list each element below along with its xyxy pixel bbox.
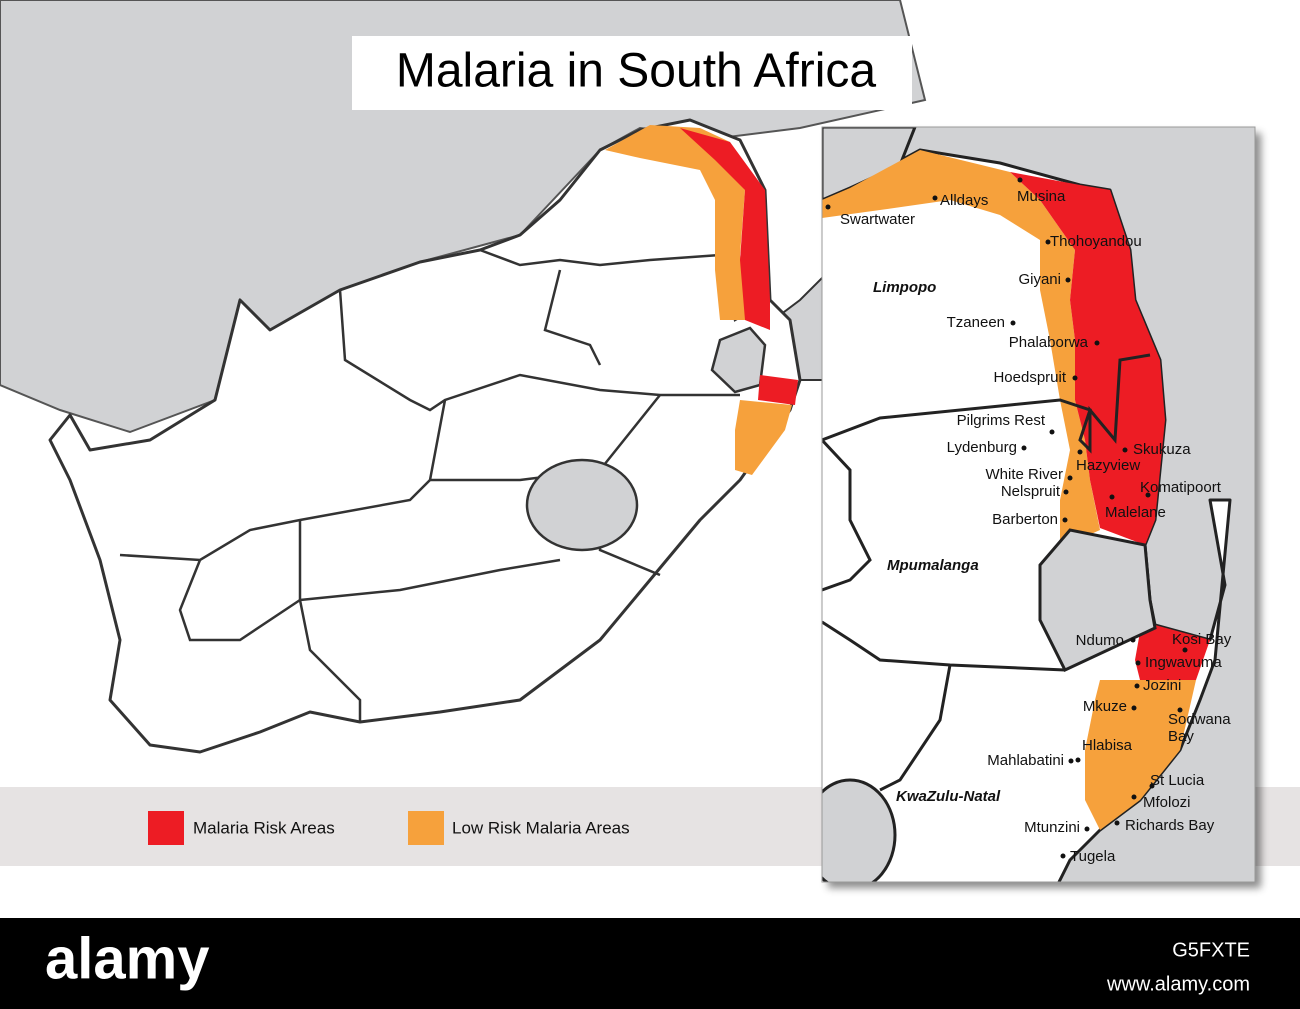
town-dot bbox=[1134, 683, 1140, 689]
town-label: Ndumo bbox=[1076, 632, 1124, 649]
town-label: Malelane bbox=[1105, 504, 1166, 521]
legend-swatch bbox=[148, 811, 184, 845]
town-dot bbox=[1068, 758, 1074, 764]
town-dot bbox=[1130, 637, 1136, 643]
province-label: Mpumalanga bbox=[887, 557, 979, 574]
town-dot bbox=[1131, 705, 1137, 711]
town-label: Swartwater bbox=[840, 211, 915, 228]
low-risk-area bbox=[1085, 680, 1196, 830]
town-label: Komatipoort bbox=[1140, 479, 1222, 496]
town-dot bbox=[1094, 340, 1100, 346]
town-label: Thohoyandou bbox=[1050, 233, 1142, 250]
legend-label: Malaria Risk Areas bbox=[193, 818, 335, 837]
town-label: Lydenburg bbox=[947, 439, 1017, 456]
inset-lesotho bbox=[822, 778, 897, 882]
town-label: Phalaborwa bbox=[1009, 334, 1089, 351]
town-label: Barberton bbox=[992, 511, 1058, 528]
low-risk-area bbox=[605, 125, 750, 320]
legend: Malaria Risk Areas Low Risk Malaria Areas bbox=[148, 811, 630, 845]
town-dot bbox=[1072, 375, 1078, 381]
town-dot bbox=[1084, 826, 1090, 832]
malaria-risk-area bbox=[758, 375, 798, 405]
town-label: Ingwavuma bbox=[1145, 654, 1222, 671]
town-dot bbox=[1135, 660, 1141, 666]
malaria-risk-area bbox=[680, 128, 770, 330]
towns: Limpopo Mpumalanga KwaZulu-Natal Swartwater… bbox=[825, 177, 1232, 865]
inset-province-borders bbox=[822, 353, 1151, 792]
town-dot bbox=[1010, 320, 1016, 326]
town-label: Mtunzini bbox=[1024, 819, 1080, 836]
title: Malaria in South Africa bbox=[396, 45, 877, 98]
town-label: Musina bbox=[1017, 188, 1066, 205]
town-dot bbox=[1075, 757, 1081, 763]
town-dot bbox=[1045, 239, 1051, 245]
province-borders bbox=[119, 248, 771, 722]
town-dot bbox=[1114, 820, 1120, 826]
town-dot bbox=[1062, 517, 1068, 523]
town-label: Alldays bbox=[940, 192, 988, 209]
inset-map: Limpopo Mpumalanga KwaZulu-Natal Swartwater… bbox=[822, 127, 1232, 882]
town-dot bbox=[1182, 647, 1188, 653]
town-dot bbox=[1177, 707, 1183, 713]
low-risk-area bbox=[822, 150, 1100, 548]
town-label: Pilgrims Rest bbox=[957, 412, 1046, 429]
inset-border bbox=[821, 126, 1256, 883]
south-africa bbox=[48, 118, 802, 754]
malaria-risk-area bbox=[1135, 625, 1210, 680]
inset-eswatini bbox=[1038, 528, 1157, 672]
town-label: Tzaneen bbox=[947, 314, 1005, 331]
town-label: Hazyview bbox=[1076, 457, 1140, 474]
town-label: Mkuze bbox=[1083, 698, 1127, 715]
town-label: Kosi Bay bbox=[1172, 631, 1232, 648]
town-dot bbox=[1049, 429, 1055, 435]
legend-swatch bbox=[408, 811, 444, 845]
town-dot bbox=[1077, 449, 1083, 455]
footer-url: www.alamy.com bbox=[1106, 973, 1250, 995]
town-label: White River bbox=[985, 466, 1063, 483]
town-dot bbox=[1065, 277, 1071, 283]
town-dot bbox=[1021, 445, 1027, 451]
town-dot bbox=[1060, 853, 1066, 859]
image-id: G5FXTE bbox=[1172, 939, 1250, 961]
town-label: Giyani bbox=[1018, 271, 1061, 288]
town-dot bbox=[1149, 783, 1155, 789]
province-label: KwaZulu-Natal bbox=[896, 788, 1001, 805]
town-dot bbox=[1145, 492, 1151, 498]
town-label: Jozini bbox=[1143, 677, 1181, 694]
footer-bar bbox=[0, 918, 1300, 1009]
footer-logo: alamy bbox=[45, 926, 209, 991]
legend-label: Low Risk Malaria Areas bbox=[452, 818, 630, 837]
risk-zones-main bbox=[605, 125, 798, 475]
town-dot bbox=[932, 195, 938, 201]
province-label: Limpopo bbox=[873, 279, 936, 296]
town-dot bbox=[1131, 794, 1137, 800]
town-label: Hoedspruit bbox=[993, 369, 1066, 386]
town-label: Mfolozi bbox=[1143, 794, 1191, 811]
town-dot bbox=[825, 204, 831, 210]
town-dot bbox=[1109, 494, 1115, 500]
town-label: Skukuza bbox=[1133, 441, 1191, 458]
lesotho bbox=[525, 458, 639, 552]
town-label: Mahlabatini bbox=[987, 752, 1064, 769]
town-dot bbox=[1063, 489, 1069, 495]
town-dot bbox=[1017, 177, 1023, 183]
town-dot bbox=[1122, 447, 1128, 453]
town-label: Tugela bbox=[1070, 848, 1116, 865]
town-label: Sodwana Bay bbox=[1168, 711, 1231, 745]
town-dot bbox=[1067, 475, 1073, 481]
low-risk-area bbox=[735, 400, 792, 475]
town-label: Richards Bay bbox=[1125, 817, 1215, 834]
town-label: St Lucia bbox=[1150, 772, 1205, 789]
title-box bbox=[352, 36, 912, 110]
town-label: Nelspruit bbox=[1001, 483, 1061, 500]
town-label: Hlabisa bbox=[1082, 737, 1133, 754]
